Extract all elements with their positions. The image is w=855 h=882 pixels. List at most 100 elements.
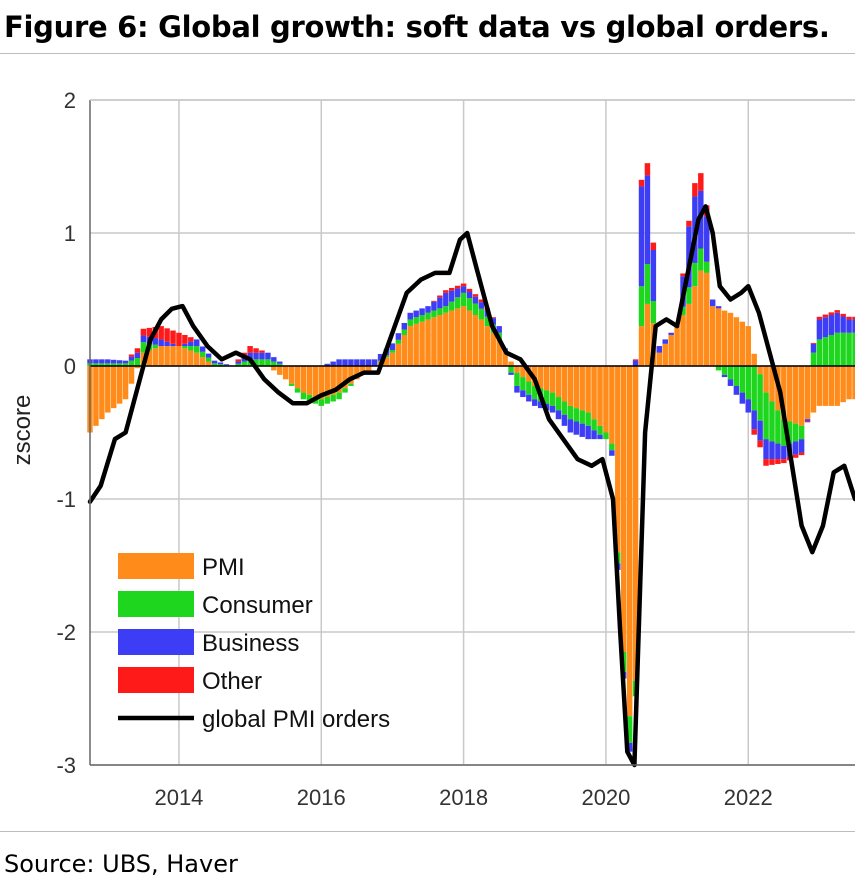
bar-pmi-53	[401, 334, 408, 366]
bar-consumer-95	[650, 300, 657, 324]
bar-consumer-67	[484, 316, 491, 327]
bar-business-64	[466, 291, 473, 299]
bar-pmi-119	[792, 366, 799, 424]
bar-pmi-114	[763, 366, 769, 393]
bar-pmi-102	[692, 286, 698, 366]
bar-other-63	[460, 283, 467, 287]
bar-consumer-104	[704, 261, 710, 273]
bar-other-64	[466, 288, 473, 292]
bar-business-62	[454, 288, 461, 298]
bar-business-78	[549, 405, 556, 413]
bar-other-10	[146, 327, 153, 337]
axes: 2 1 0 -1 -2 -3 2014 2016 2018 2020 2022	[56, 88, 855, 810]
bar-pmi-83	[579, 366, 585, 411]
bar-pmi-117	[781, 366, 787, 420]
bar-pmi-79	[555, 366, 562, 398]
bar-pmi-92	[632, 366, 639, 681]
bar-consumer-80	[561, 401, 568, 415]
bar-business-45	[354, 359, 360, 366]
bar-business-30	[265, 352, 271, 360]
bar-consumer-11	[152, 344, 158, 349]
bar-business-82	[573, 421, 580, 435]
bar-consumer-83	[579, 410, 585, 424]
bar-consumer-120	[798, 425, 805, 440]
bar-consumer-85	[591, 419, 597, 431]
bar-consumer-42	[336, 392, 342, 400]
bar-other-103	[698, 173, 704, 191]
bar-business-74	[526, 394, 532, 402]
legend-label-pmi: PMI	[202, 554, 245, 581]
bar-business-23	[223, 364, 230, 366]
bar-consumer-108	[727, 366, 734, 380]
bar-pmi-40	[324, 366, 330, 398]
legend-swatch-pmi	[118, 553, 194, 579]
bar-pmi-62	[454, 308, 461, 366]
bar-consumer-109	[733, 366, 740, 386]
bar-pmi-32	[277, 366, 283, 375]
bar-pmi-93	[638, 326, 645, 366]
bar-pmi-126	[834, 366, 840, 406]
bar-other-123	[816, 316, 823, 320]
bar-business-108	[727, 379, 734, 386]
bar-other-120	[798, 452, 805, 456]
bar-pmi-37	[306, 366, 313, 395]
bar-pmi-3	[105, 366, 111, 413]
legend-label-global-pmi-orders: global PMI orders	[202, 706, 390, 733]
bar-consumer-107	[721, 366, 728, 375]
bar-consumer-125	[828, 334, 835, 366]
grid	[90, 99, 855, 766]
bar-pmi-89	[615, 366, 621, 553]
bar-consumer-117	[781, 419, 787, 446]
bar-pmi-65	[472, 315, 479, 366]
bar-consumer-119	[792, 423, 799, 442]
bar-business-4	[110, 359, 117, 364]
bar-business-125	[828, 315, 835, 335]
bar-business-20	[205, 353, 212, 358]
bar-pmi-123	[816, 366, 823, 406]
bar-consumer-110	[739, 366, 746, 393]
chart: 2 1 0 -1 -2 -3 2014 2016 2018 2020 2022 zscore PMI…	[9, 88, 855, 810]
bar-pmi-57	[425, 319, 431, 366]
bar-business-25	[235, 361, 241, 364]
bar-consumer-22	[217, 364, 224, 366]
bar-pmi-73	[520, 366, 526, 378]
bar-pmi-121	[804, 366, 811, 420]
bar-pmi-97	[662, 343, 668, 366]
bar-other-112	[751, 429, 757, 435]
bar-other-12	[158, 326, 164, 340]
bar-pmi-94	[644, 303, 651, 366]
bar-pmi-113	[757, 366, 763, 375]
bar-other-68	[490, 317, 496, 319]
bar-business-129	[852, 319, 855, 333]
bar-business-123	[816, 319, 823, 340]
bar-business-60	[443, 292, 449, 307]
bar-business-122	[810, 343, 817, 353]
footer-rule	[0, 831, 855, 832]
bar-other-117	[781, 459, 787, 464]
bar-business-61	[449, 290, 455, 302]
bar-business-43	[342, 359, 348, 366]
bar-consumer-55	[413, 317, 419, 324]
bar-consumer-8	[134, 358, 141, 366]
bar-business-7	[128, 356, 135, 361]
bar-business-46	[360, 359, 366, 366]
bar-business-40	[324, 363, 330, 366]
legend: PMI Consumer Business Other global PMI order…	[118, 553, 390, 733]
bar-business-69	[496, 326, 502, 333]
bar-other-59	[437, 295, 443, 298]
bar-business-22	[217, 362, 224, 365]
bar-pmi-8	[134, 366, 141, 369]
bar-pmi-15	[176, 346, 182, 366]
bar-business-6	[122, 360, 129, 364]
bar-pmi-64	[466, 310, 473, 366]
bar-consumer-54	[407, 319, 413, 327]
bar-business-27	[247, 352, 253, 360]
bar-consumer-53	[401, 329, 408, 335]
bar-business-128	[846, 319, 852, 333]
bar-pmi-33	[282, 366, 289, 380]
bar-consumer-50	[383, 355, 390, 358]
bar-business-109	[733, 385, 740, 395]
bar-business-42	[336, 359, 342, 366]
bar-pmi-56	[419, 321, 425, 366]
bar-business-53	[401, 322, 408, 330]
